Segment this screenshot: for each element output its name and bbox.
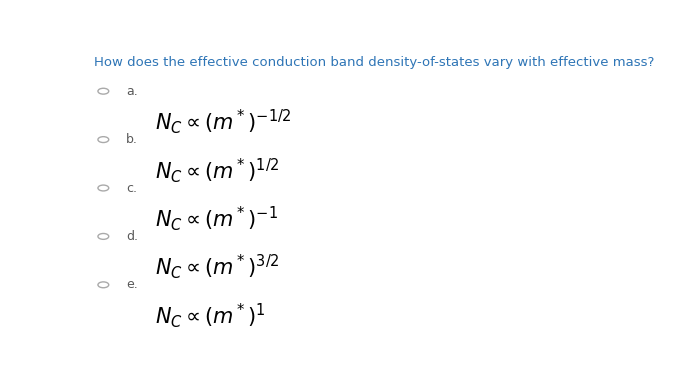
- Text: $N_C \propto \left(m^*\right)^{-1/2}$: $N_C \propto \left(m^*\right)^{-1/2}$: [155, 107, 291, 136]
- Text: $N_C \propto \left(m^*\right)^{-1}$: $N_C \propto \left(m^*\right)^{-1}$: [155, 204, 277, 233]
- Text: c.: c.: [126, 181, 137, 195]
- Text: $N_C \propto \left(m^*\right)^{1/2}$: $N_C \propto \left(m^*\right)^{1/2}$: [155, 156, 279, 184]
- Text: a.: a.: [126, 85, 138, 98]
- Text: b.: b.: [126, 133, 138, 146]
- Text: $N_C \propto \left(m^*\right)^{3/2}$: $N_C \propto \left(m^*\right)^{3/2}$: [155, 253, 279, 281]
- Text: How does the effective conduction band density-of-states vary with effective mas: How does the effective conduction band d…: [94, 56, 654, 69]
- Text: d.: d.: [126, 230, 138, 243]
- Text: $N_C \propto \left(m^*\right)^{1}$: $N_C \propto \left(m^*\right)^{1}$: [155, 301, 266, 330]
- Text: e.: e.: [126, 278, 138, 291]
